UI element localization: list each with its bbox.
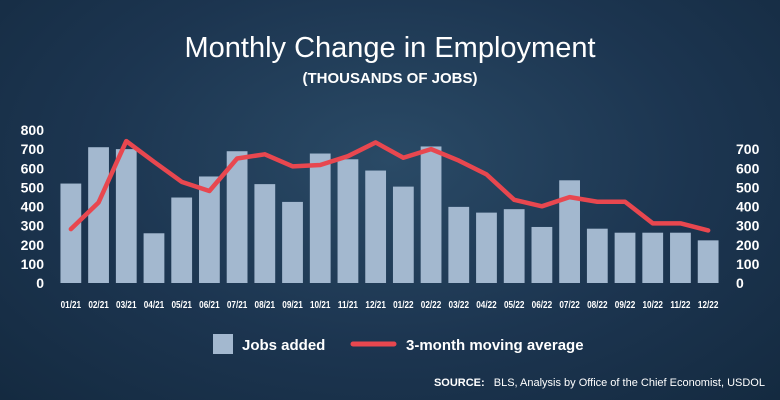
bar (531, 226, 553, 283)
x-tick-label: 05/21 (171, 299, 191, 310)
moving-average-line (68, 138, 711, 233)
source-note: SOURCE: BLS, Analysis by Office of the C… (434, 377, 765, 389)
legend-label-moving-average: 3-month moving average (406, 337, 584, 354)
x-tick-label: 07/21 (227, 299, 247, 310)
x-tick-label: 04/21 (144, 299, 164, 310)
bar (476, 212, 497, 283)
bar (365, 170, 387, 283)
x-tick-label: 09/22 (615, 299, 635, 310)
x-tick-label: 03/22 (449, 299, 469, 310)
x-tick-label: 06/22 (532, 299, 552, 310)
right-y-tick-label: 300 (736, 218, 760, 234)
x-tick-label: 08/21 (255, 299, 275, 310)
left-y-tick-label: 200 (21, 237, 45, 253)
x-tick-label: 02/21 (88, 299, 108, 310)
x-tick-label: 07/22 (559, 299, 579, 310)
bar (282, 201, 303, 283)
x-tick-label: 01/22 (393, 299, 413, 310)
left-y-tick-label: 100 (21, 256, 45, 272)
x-tick-label: 08/22 (587, 299, 607, 310)
bar (337, 159, 359, 283)
left-y-tick-label: 600 (21, 160, 45, 176)
bar (697, 240, 719, 283)
x-tick-label: 03/21 (116, 299, 136, 310)
x-tick-label: 12/22 (698, 299, 718, 310)
right-y-axis: 0 100 200 300 400 500 600 700 (736, 141, 760, 291)
bar (171, 197, 193, 283)
bar (254, 184, 276, 283)
left-y-tick-label: 0 (36, 275, 44, 291)
bar (392, 186, 414, 283)
x-tick-label: 06/21 (199, 299, 219, 310)
right-y-tick-label: 200 (736, 237, 760, 253)
legend-label-jobs-added: Jobs added (242, 337, 325, 354)
bar (448, 206, 470, 283)
right-y-tick-label: 600 (736, 160, 760, 176)
bar (60, 183, 82, 283)
x-tick-label: 02/22 (421, 299, 441, 310)
source-label: SOURCE: (434, 377, 485, 389)
right-y-tick-label: 500 (736, 179, 760, 195)
chart-subtitle: (THOUSANDS OF JOBS) (302, 70, 477, 87)
bar (559, 180, 580, 283)
bar (586, 228, 608, 283)
bar (226, 151, 248, 283)
x-tick-label: 01/21 (61, 299, 81, 310)
chart-title: Monthly Change in Employment (184, 32, 595, 64)
bar (309, 153, 331, 283)
x-tick-label: 12/21 (365, 299, 385, 310)
bar (420, 146, 442, 283)
x-tick-label: 09/21 (282, 299, 302, 310)
right-y-tick-label: 100 (736, 256, 760, 272)
bar (614, 232, 636, 283)
bar (88, 147, 109, 283)
bar (670, 232, 691, 283)
left-y-tick-label: 800 (21, 122, 45, 138)
line-series-moving-average (68, 138, 711, 233)
x-tick-label: 10/22 (642, 299, 662, 310)
x-tick-label: 11/21 (338, 299, 358, 310)
left-y-tick-label: 700 (21, 141, 45, 157)
legend-swatch-jobs-added (213, 334, 233, 354)
left-y-tick-label: 400 (21, 199, 45, 215)
bar-series-jobs-added (60, 146, 719, 283)
right-y-tick-label: 400 (736, 199, 760, 215)
svg-text:SOURCE: BLS, Analysis by: SOURCE: BLS, Analysis by Office of the C… (434, 377, 765, 389)
x-tick-label: 04/22 (476, 299, 496, 310)
bar (115, 149, 137, 283)
left-y-tick-label: 500 (21, 179, 45, 195)
bar (642, 232, 664, 283)
source-text: BLS, Analysis by Office of the Chief Eco… (494, 377, 765, 389)
left-y-axis: 0 100 200 300 400 500 600 700 800 (21, 122, 45, 291)
left-y-tick-label: 300 (21, 218, 45, 234)
right-y-tick-label: 700 (736, 141, 760, 157)
bar (143, 233, 165, 283)
bar (199, 176, 220, 283)
x-axis: 01/21 02/21 03/21 04/21 05/21 06/21 07/21 08/21… (61, 299, 719, 310)
bar (503, 209, 525, 283)
x-tick-label: 10/21 (310, 299, 330, 310)
right-y-tick-label: 0 (736, 275, 744, 291)
legend: Jobs added 3-month moving average (213, 334, 584, 354)
x-tick-label: 05/22 (504, 299, 524, 310)
x-tick-label: 11/22 (670, 299, 690, 310)
